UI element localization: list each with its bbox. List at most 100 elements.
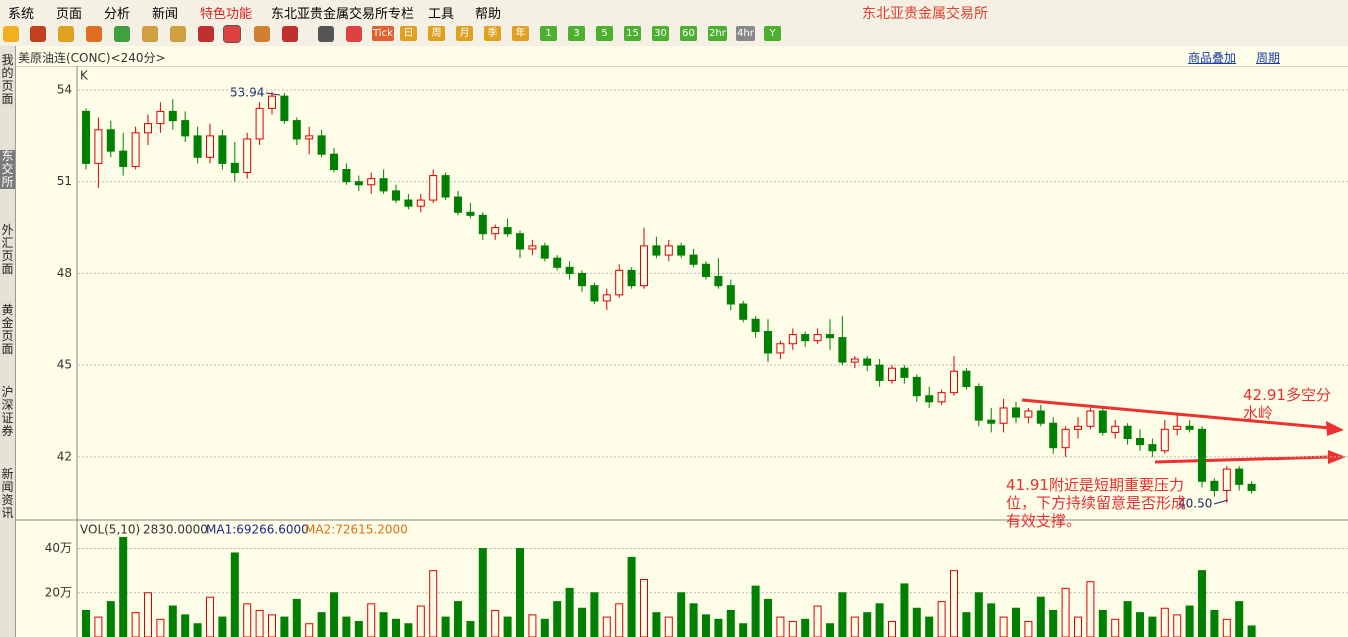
volume-bar	[354, 621, 363, 637]
volume-bar	[1111, 618, 1120, 637]
toolbar-button[interactable]: 60	[680, 26, 697, 41]
zoom-in-icon[interactable]	[142, 26, 158, 42]
overlay-link[interactable]: 商品叠加	[1188, 51, 1237, 65]
candle-body	[119, 150, 128, 167]
candle-body	[131, 132, 140, 167]
toolbar-button[interactable]: 季	[484, 26, 501, 41]
volume-bar	[441, 616, 450, 637]
volume-bar	[652, 612, 661, 637]
volume-bar	[937, 601, 946, 637]
toolbar-button[interactable]: 周	[428, 26, 445, 41]
candle-body	[330, 153, 338, 170]
home-icon[interactable]	[30, 26, 46, 42]
volume-bar	[491, 609, 500, 637]
low-pointer	[1213, 499, 1229, 505]
candle-body	[1061, 428, 1070, 449]
candle-body	[900, 367, 909, 378]
side-tab[interactable]: 东交所	[0, 149, 15, 189]
toolbar-button[interactable]: 2hr	[708, 26, 727, 41]
menu-item[interactable]: 工具	[428, 7, 455, 22]
volume-bar	[131, 612, 140, 637]
refresh-icon[interactable]	[114, 26, 130, 42]
toolbar-button[interactable]: 30	[652, 26, 669, 41]
volume-bar	[119, 536, 128, 637]
candle-body	[776, 343, 785, 354]
menu-item[interactable]: 系统	[8, 7, 35, 22]
candle-body	[751, 318, 760, 333]
arrows	[1021, 398, 1346, 464]
panel-label: K	[80, 69, 89, 83]
menu-item[interactable]: 页面	[56, 7, 83, 22]
menu-item[interactable]: 新闻	[152, 7, 179, 22]
volume-bar	[1098, 609, 1107, 637]
toolbar-button[interactable]: 1	[540, 26, 557, 41]
toolbar-button[interactable]: 4hr	[736, 26, 755, 41]
toolbar-button[interactable]: Tick	[372, 26, 394, 41]
side-tab[interactable]: 我的页面	[1, 53, 14, 106]
toolbar-button[interactable]: Y	[764, 26, 781, 41]
candle-body	[218, 135, 227, 164]
volume-bar	[1024, 621, 1033, 637]
candle-body	[540, 245, 549, 259]
vol-label: VOL(5,10)	[80, 523, 140, 537]
candle-body	[292, 120, 301, 140]
volume-bar	[454, 601, 462, 637]
volume-bar	[912, 607, 921, 637]
toolbar-button[interactable]: 月	[456, 26, 473, 41]
volume-bar	[850, 616, 859, 637]
filter-icon[interactable]	[282, 26, 298, 42]
low-label: 40.50	[1178, 497, 1212, 511]
candle-body	[950, 370, 958, 394]
menu-item[interactable]: 特色功能	[200, 7, 253, 22]
back-icon[interactable]	[3, 26, 19, 42]
volume-bar	[156, 618, 165, 637]
candle-body	[838, 337, 847, 363]
candle-body	[416, 199, 425, 207]
volume-bar	[230, 552, 239, 637]
draw-icon[interactable]	[223, 25, 241, 43]
side-tab[interactable]: 外汇页面	[1, 223, 14, 276]
list-icon[interactable]	[318, 26, 334, 42]
volume-bar	[1086, 581, 1095, 637]
annotation: 41.91附近是短期重要压力位，下方持续留意是否形成有效支撑。	[1006, 476, 1187, 530]
chart-icon[interactable]	[346, 26, 362, 42]
toolbar-button[interactable]: 年	[512, 26, 529, 41]
zoom-out-icon[interactable]	[170, 26, 186, 42]
volume-bar	[1185, 605, 1194, 637]
side-tab[interactable]: 沪深证券	[1, 385, 14, 438]
candle-body	[578, 272, 586, 287]
tool-icon[interactable]	[254, 26, 270, 42]
volume-bar	[94, 616, 103, 637]
side-tab[interactable]: 新闻资讯	[1, 467, 14, 520]
candle-body	[863, 358, 872, 366]
volume-bar	[739, 623, 748, 637]
news-icon[interactable]	[86, 26, 102, 42]
menu-item[interactable]: 帮助	[475, 7, 502, 22]
vol-ma2: MA2:72615.2000	[305, 523, 408, 537]
candle-body	[726, 285, 735, 305]
side-tab[interactable]: 黄金页面	[1, 303, 14, 356]
book-icon[interactable]	[58, 26, 74, 42]
toolbar-button[interactable]: 3	[568, 26, 585, 41]
candle-body	[1136, 438, 1144, 446]
volume-bar	[1148, 616, 1157, 637]
volume-bar	[1247, 625, 1256, 637]
period-link[interactable]: 周期	[1256, 51, 1281, 65]
volume-bar	[677, 592, 686, 637]
window-icon[interactable]	[198, 26, 214, 42]
volume-bar	[565, 587, 574, 637]
toolbar-button[interactable]: 日	[400, 26, 417, 41]
volume-bar	[280, 616, 289, 637]
candle-body	[230, 162, 239, 174]
menu-item[interactable]: 分析	[104, 7, 131, 22]
menu-item[interactable]: 东北亚贵金属交易所专栏	[271, 7, 415, 22]
volume-bar	[714, 618, 723, 637]
toolbar: Tick 日周月季年 1 3 5 15 30 60 2hr 4hr Y	[0, 22, 1348, 47]
toolbar-button[interactable]: 15	[624, 26, 641, 41]
candle-body	[82, 110, 90, 164]
toolbar-button[interactable]: 5	[596, 26, 613, 41]
candle-body	[739, 303, 748, 320]
volume-bar	[875, 603, 884, 637]
y-tick-label: 20万	[45, 585, 72, 599]
candle-body	[206, 135, 214, 158]
